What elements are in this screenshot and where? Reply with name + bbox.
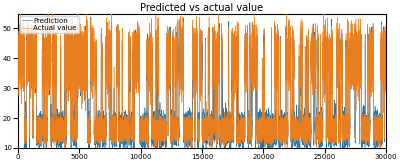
Prediction xyxy=(24,147,29,149)
Prediction xyxy=(104,47,109,49)
Prediction xyxy=(335,66,340,68)
Actual value xyxy=(27,138,32,140)
Actual value xyxy=(18,13,23,15)
Prediction xyxy=(210,65,215,67)
Actual value xyxy=(335,58,340,60)
Actual value xyxy=(56,131,60,133)
Actual value xyxy=(384,51,388,53)
Prediction xyxy=(96,135,101,137)
Prediction xyxy=(16,45,20,47)
Prediction xyxy=(384,65,388,67)
Actual value xyxy=(104,40,109,42)
Line: Prediction: Prediction xyxy=(18,14,386,148)
Actual value xyxy=(42,147,47,149)
Line: Actual value: Actual value xyxy=(18,14,386,148)
Actual value xyxy=(210,79,215,81)
Prediction xyxy=(50,13,55,15)
Title: Predicted vs actual value: Predicted vs actual value xyxy=(140,3,264,13)
Actual value xyxy=(96,136,101,138)
Actual value xyxy=(16,53,20,55)
Prediction xyxy=(56,134,60,136)
Prediction xyxy=(27,144,32,146)
Legend: Prediction, Actual value: Prediction, Actual value xyxy=(20,16,79,33)
